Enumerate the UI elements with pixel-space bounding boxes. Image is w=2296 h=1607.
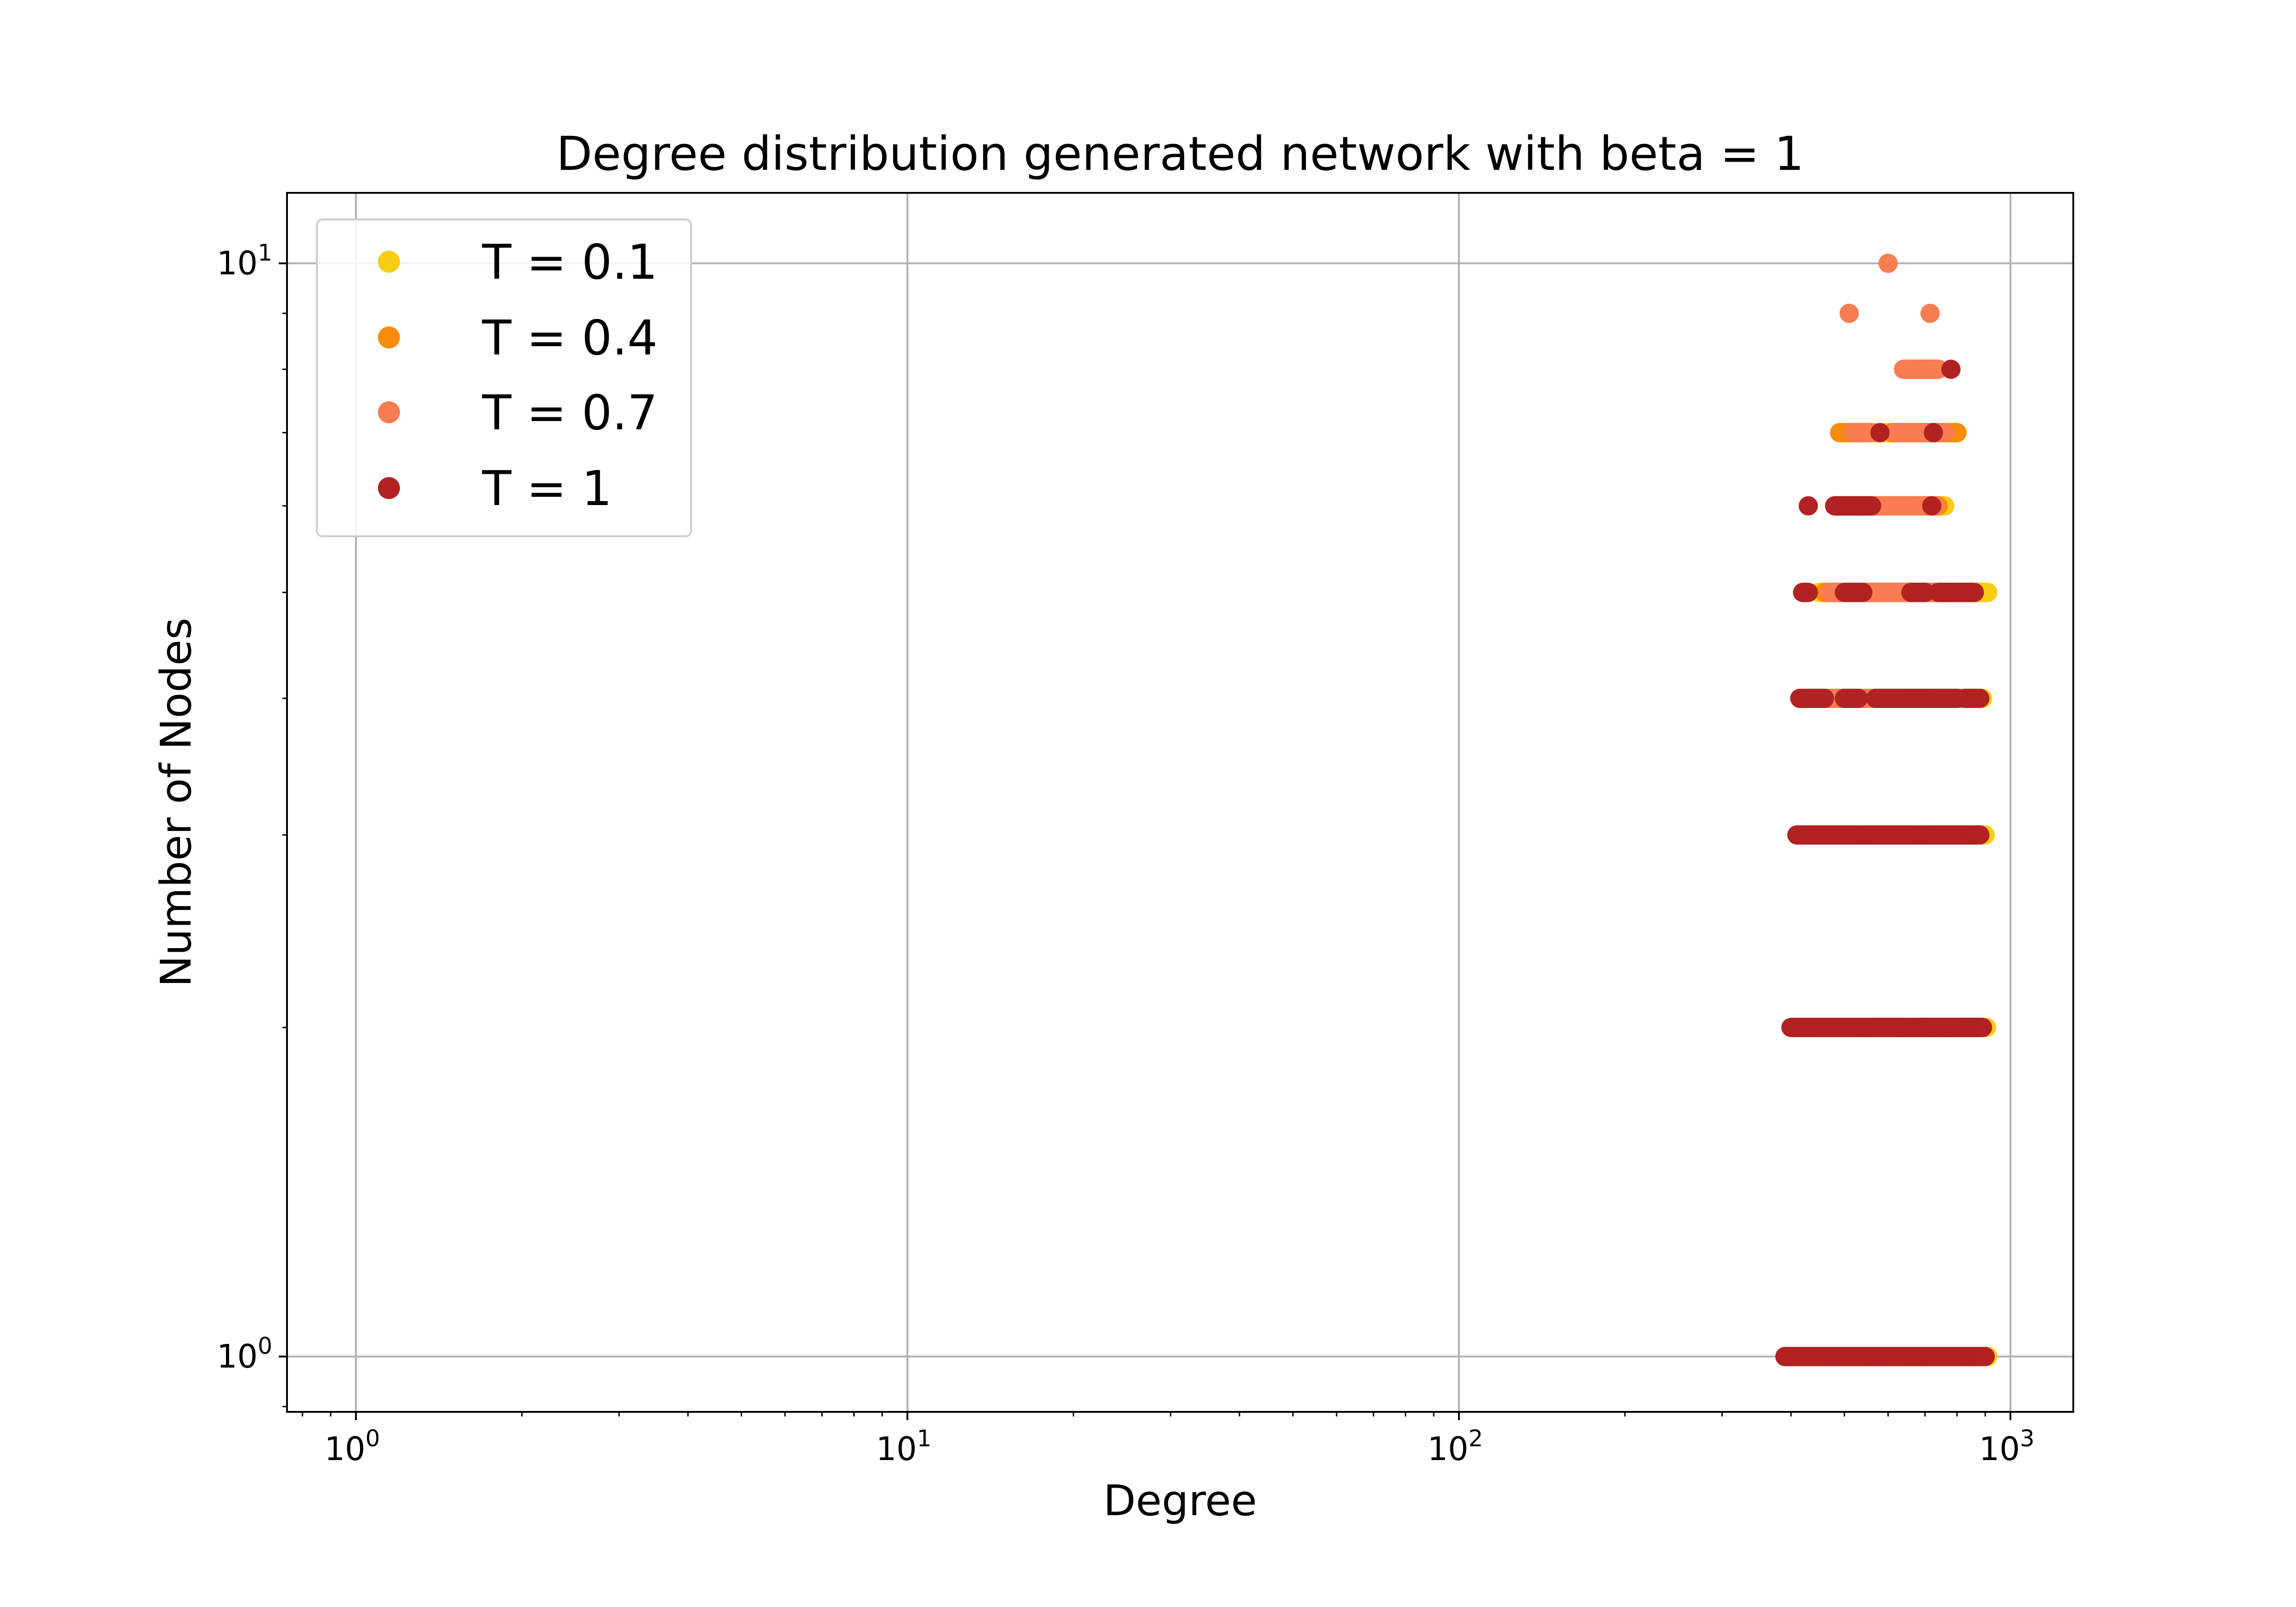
data-point: [1978, 583, 1998, 602]
series-1-points: [1781, 423, 1998, 1366]
scatter-points: [1775, 253, 1998, 1366]
series-2-points: [1784, 423, 1992, 1366]
